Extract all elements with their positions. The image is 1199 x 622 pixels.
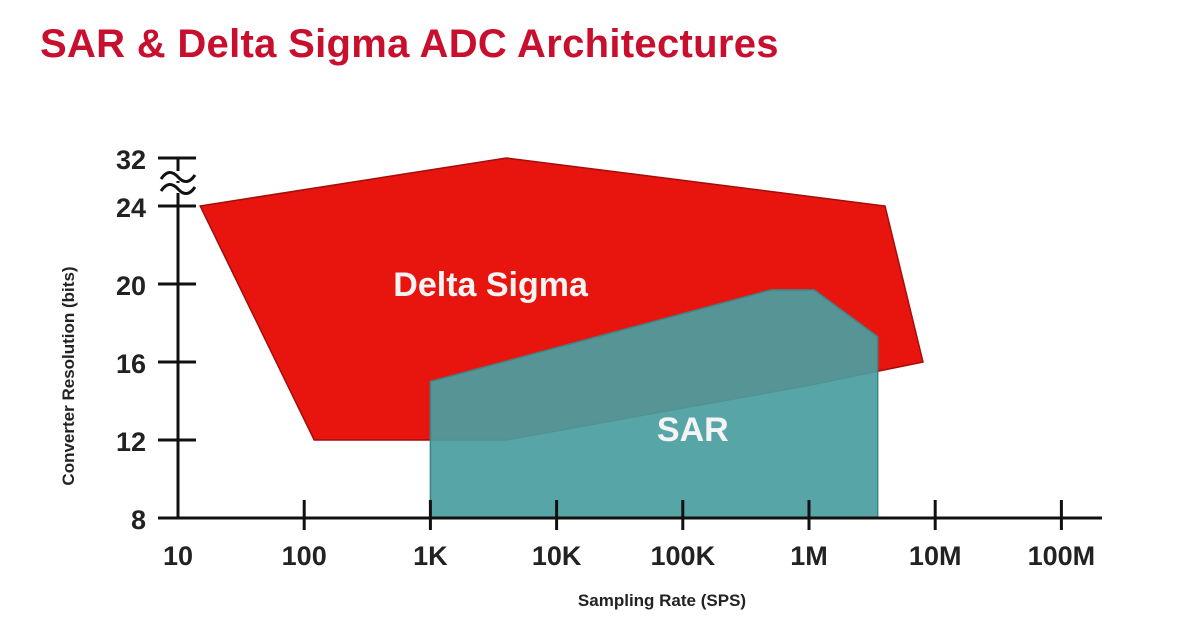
x-tick-label: 100 (282, 541, 327, 571)
y-tick-label: 12 (116, 427, 146, 457)
y-tick-label: 32 (116, 145, 146, 175)
axis-break-mark (159, 183, 197, 195)
x-tick-label: 100K (651, 541, 716, 571)
labels-layer: Delta Sigma SAR (393, 266, 728, 449)
y-axis-title: Converter Resolution (bits) (59, 266, 78, 485)
x-tick-label: 1M (790, 541, 828, 571)
region-label-sar: SAR (657, 411, 729, 449)
y-tick-label: 8 (131, 505, 146, 535)
regions-layer (199, 157, 924, 519)
x-tick-label: 10M (909, 541, 962, 571)
x-tick-label: 10K (532, 541, 582, 571)
y-tick-label: 16 (116, 349, 146, 379)
x-tick-label: 10 (163, 541, 193, 571)
y-tick-label: 24 (116, 193, 146, 223)
x-tick-label: 1K (413, 541, 448, 571)
axes-layer: 8 12 16 20 24 32 10 100 1K 10K 100K 1M 10M 100M Sampli… (59, 145, 1102, 610)
region-label-delta-sigma: Delta Sigma (393, 266, 589, 304)
x-tick-label: 100M (1028, 541, 1096, 571)
axis-break-mark (159, 171, 197, 183)
x-axis-title: Sampling Rate (SPS) (578, 591, 746, 610)
slide-title: SAR & Delta Sigma ADC Architectures (40, 22, 779, 66)
y-tick-label: 20 (116, 271, 146, 301)
